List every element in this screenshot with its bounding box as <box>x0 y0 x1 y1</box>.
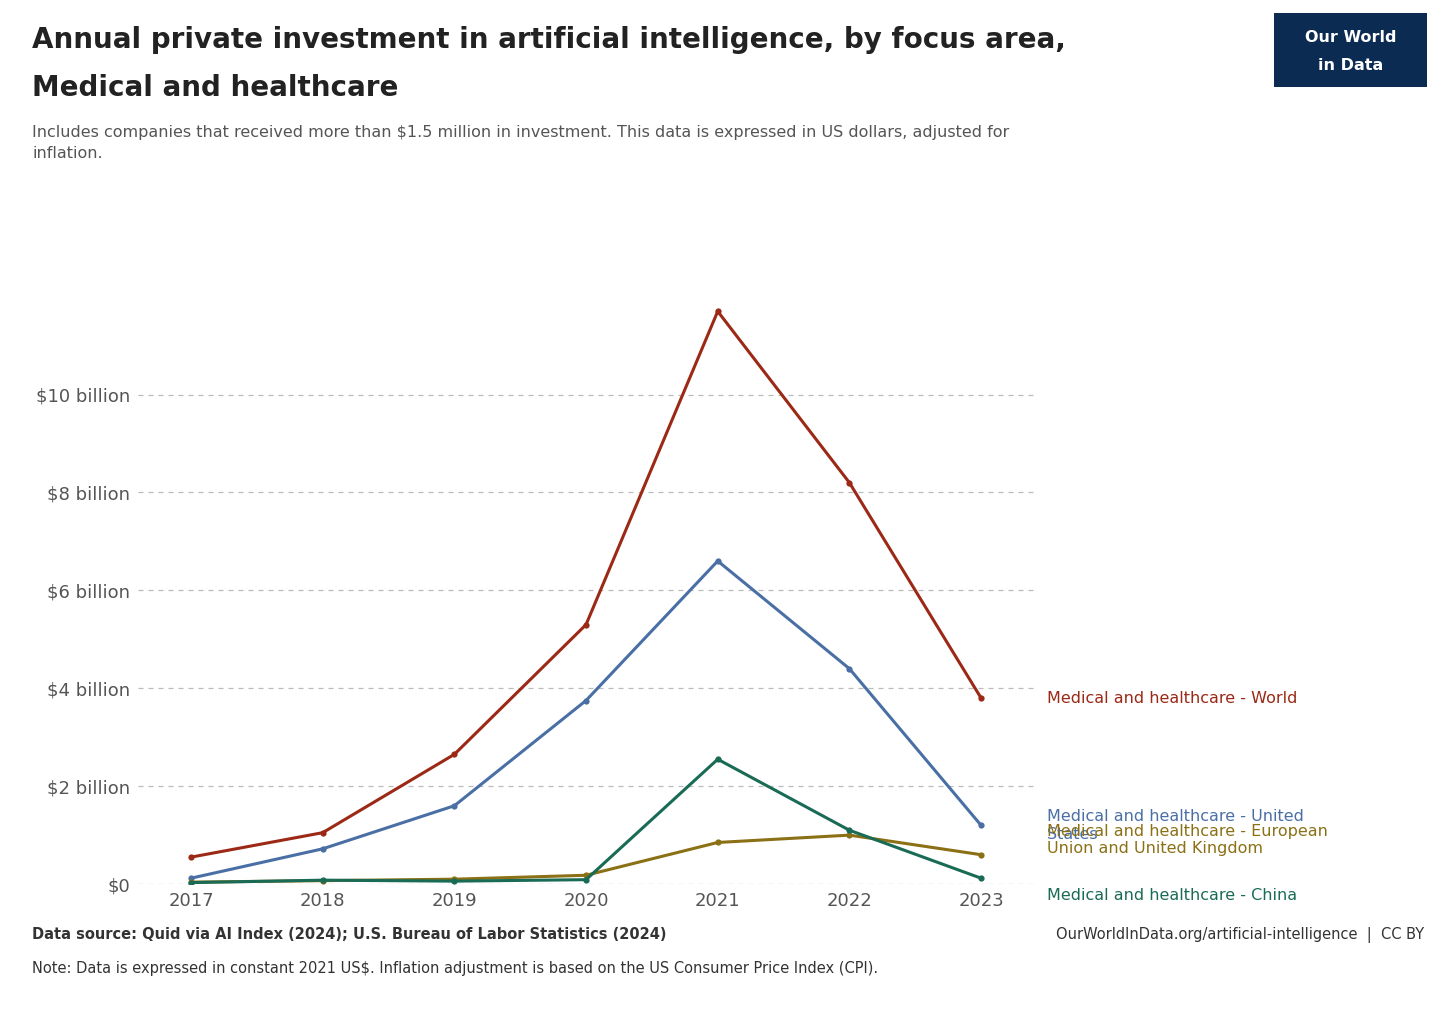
Text: Includes companies that received more than $1.5 million in investment. This data: Includes companies that received more th… <box>32 125 1009 161</box>
Text: Note: Data is expressed in constant 2021 US$. Inflation adjustment is based on t: Note: Data is expressed in constant 2021… <box>32 961 878 977</box>
Text: Medical and healthcare - World: Medical and healthcare - World <box>1047 691 1297 705</box>
Text: Annual private investment in artificial intelligence, by focus area,: Annual private investment in artificial … <box>32 26 1066 53</box>
Text: Data source: Quid via AI Index (2024); U.S. Bureau of Labor Statistics (2024): Data source: Quid via AI Index (2024); U… <box>32 927 667 943</box>
Text: Medical and healthcare - United
States: Medical and healthcare - United States <box>1047 809 1303 842</box>
Text: Our World: Our World <box>1305 30 1396 45</box>
Text: in Data: in Data <box>1318 58 1383 73</box>
Text: Medical and healthcare - European
Union and United Kingdom: Medical and healthcare - European Union … <box>1047 823 1328 856</box>
Text: Medical and healthcare: Medical and healthcare <box>32 74 399 102</box>
Text: OurWorldInData.org/artificial-intelligence  |  CC BY: OurWorldInData.org/artificial-intelligen… <box>1056 927 1424 944</box>
Text: Medical and healthcare - China: Medical and healthcare - China <box>1047 888 1297 903</box>
